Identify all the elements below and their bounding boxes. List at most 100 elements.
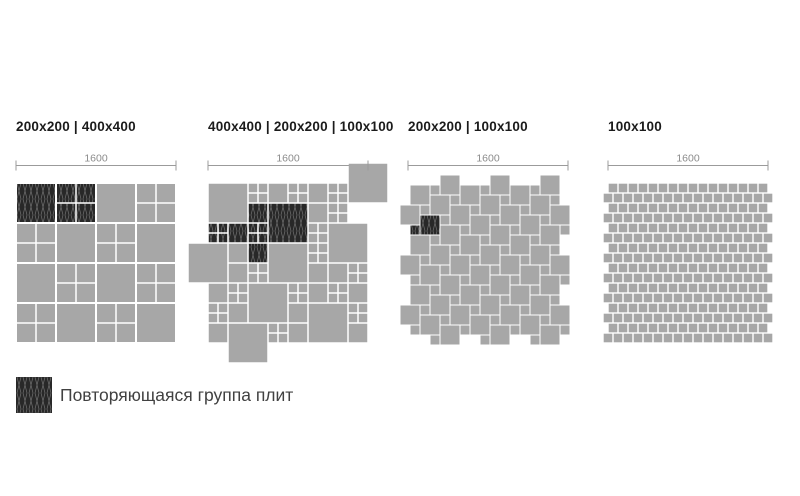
tile [688, 183, 698, 193]
tile [57, 304, 95, 342]
tile [608, 283, 618, 293]
tile [480, 285, 490, 295]
tile [348, 313, 358, 323]
tile [758, 283, 768, 293]
tile [308, 263, 328, 283]
dimension-label: 1600 [676, 153, 700, 165]
tile [753, 253, 763, 263]
tile [218, 313, 228, 323]
tile [718, 223, 728, 233]
tile [278, 323, 288, 333]
tile [658, 283, 668, 293]
tile [738, 203, 748, 213]
tile [470, 205, 480, 215]
tile [440, 275, 460, 295]
panel-2-pattern: 1600 [188, 153, 388, 363]
tile [500, 245, 510, 255]
tile [698, 243, 708, 253]
tile [718, 243, 728, 253]
tile [460, 185, 480, 205]
tile [318, 233, 328, 243]
tile [500, 205, 520, 225]
tile [623, 313, 633, 323]
tile [648, 323, 658, 333]
repeating-group-tile [248, 223, 258, 233]
tile [748, 223, 758, 233]
tile [156, 264, 175, 283]
tile [57, 264, 76, 283]
tile [743, 193, 753, 203]
tile [618, 203, 628, 213]
tile [638, 283, 648, 293]
tile [688, 263, 698, 273]
tile [520, 315, 540, 335]
tile [653, 213, 663, 223]
tile [400, 255, 420, 275]
dimension-label: 1600 [84, 153, 108, 165]
tile [718, 183, 728, 193]
tile [97, 304, 116, 323]
tile [723, 213, 733, 223]
tile [678, 263, 688, 273]
tile [718, 303, 728, 313]
tile [308, 303, 348, 343]
tile [733, 193, 743, 203]
tile [530, 245, 550, 265]
tile [663, 253, 673, 263]
tile [288, 193, 298, 203]
tile [723, 193, 733, 203]
tile [328, 283, 338, 293]
tile [663, 273, 673, 283]
tile [763, 293, 773, 303]
tile [603, 193, 613, 203]
tile [36, 304, 55, 323]
tile [648, 183, 658, 193]
tile [703, 193, 713, 203]
tile [248, 193, 258, 203]
tile [268, 323, 278, 333]
tile [400, 305, 420, 325]
tile [663, 213, 673, 223]
tile [430, 185, 440, 195]
tile [97, 243, 116, 262]
tile [618, 223, 628, 233]
tile [510, 325, 520, 335]
tile [698, 183, 708, 193]
tile [618, 283, 628, 293]
tile [653, 273, 663, 283]
repeating-group-tile [57, 203, 76, 222]
tile [708, 243, 718, 253]
repeating-group-tile [248, 243, 268, 263]
tile [288, 303, 308, 323]
tile [643, 333, 653, 343]
repeating-group-tile [420, 215, 440, 235]
tile [520, 305, 530, 315]
tile [440, 175, 460, 195]
tile [758, 243, 768, 253]
tile [763, 273, 773, 283]
tile [683, 253, 693, 263]
tile [613, 253, 623, 263]
repeating-group-tile [17, 184, 55, 222]
tile [638, 183, 648, 193]
tile [520, 255, 530, 265]
tile [338, 293, 348, 303]
tile [208, 303, 218, 313]
tile [658, 263, 668, 273]
tile [643, 273, 653, 283]
tile [748, 263, 758, 273]
tile [156, 203, 175, 222]
tile [698, 323, 708, 333]
tile [608, 243, 618, 253]
tile [490, 215, 500, 225]
tile [116, 243, 135, 262]
tile [338, 193, 348, 203]
tile [460, 285, 480, 305]
tile [318, 223, 328, 233]
tile [723, 333, 733, 343]
tile [743, 253, 753, 263]
tile [450, 195, 460, 205]
tile [298, 293, 308, 303]
tile [703, 213, 713, 223]
tile [618, 303, 628, 313]
